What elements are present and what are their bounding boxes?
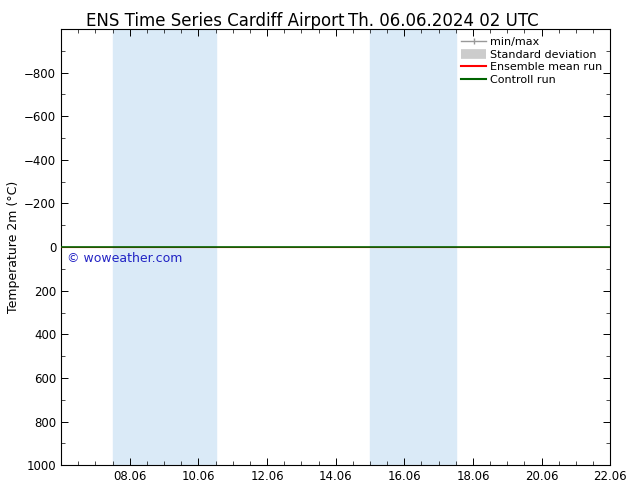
Text: ENS Time Series Cardiff Airport: ENS Time Series Cardiff Airport <box>86 12 345 30</box>
Bar <box>113 29 216 465</box>
Y-axis label: Temperature 2m (°C): Temperature 2m (°C) <box>7 181 20 313</box>
Text: © woweather.com: © woweather.com <box>67 252 182 265</box>
Text: Th. 06.06.2024 02 UTC: Th. 06.06.2024 02 UTC <box>349 12 539 30</box>
Bar <box>370 29 456 465</box>
Legend: min/max, Standard deviation, Ensemble mean run, Controll run: min/max, Standard deviation, Ensemble me… <box>457 32 607 90</box>
